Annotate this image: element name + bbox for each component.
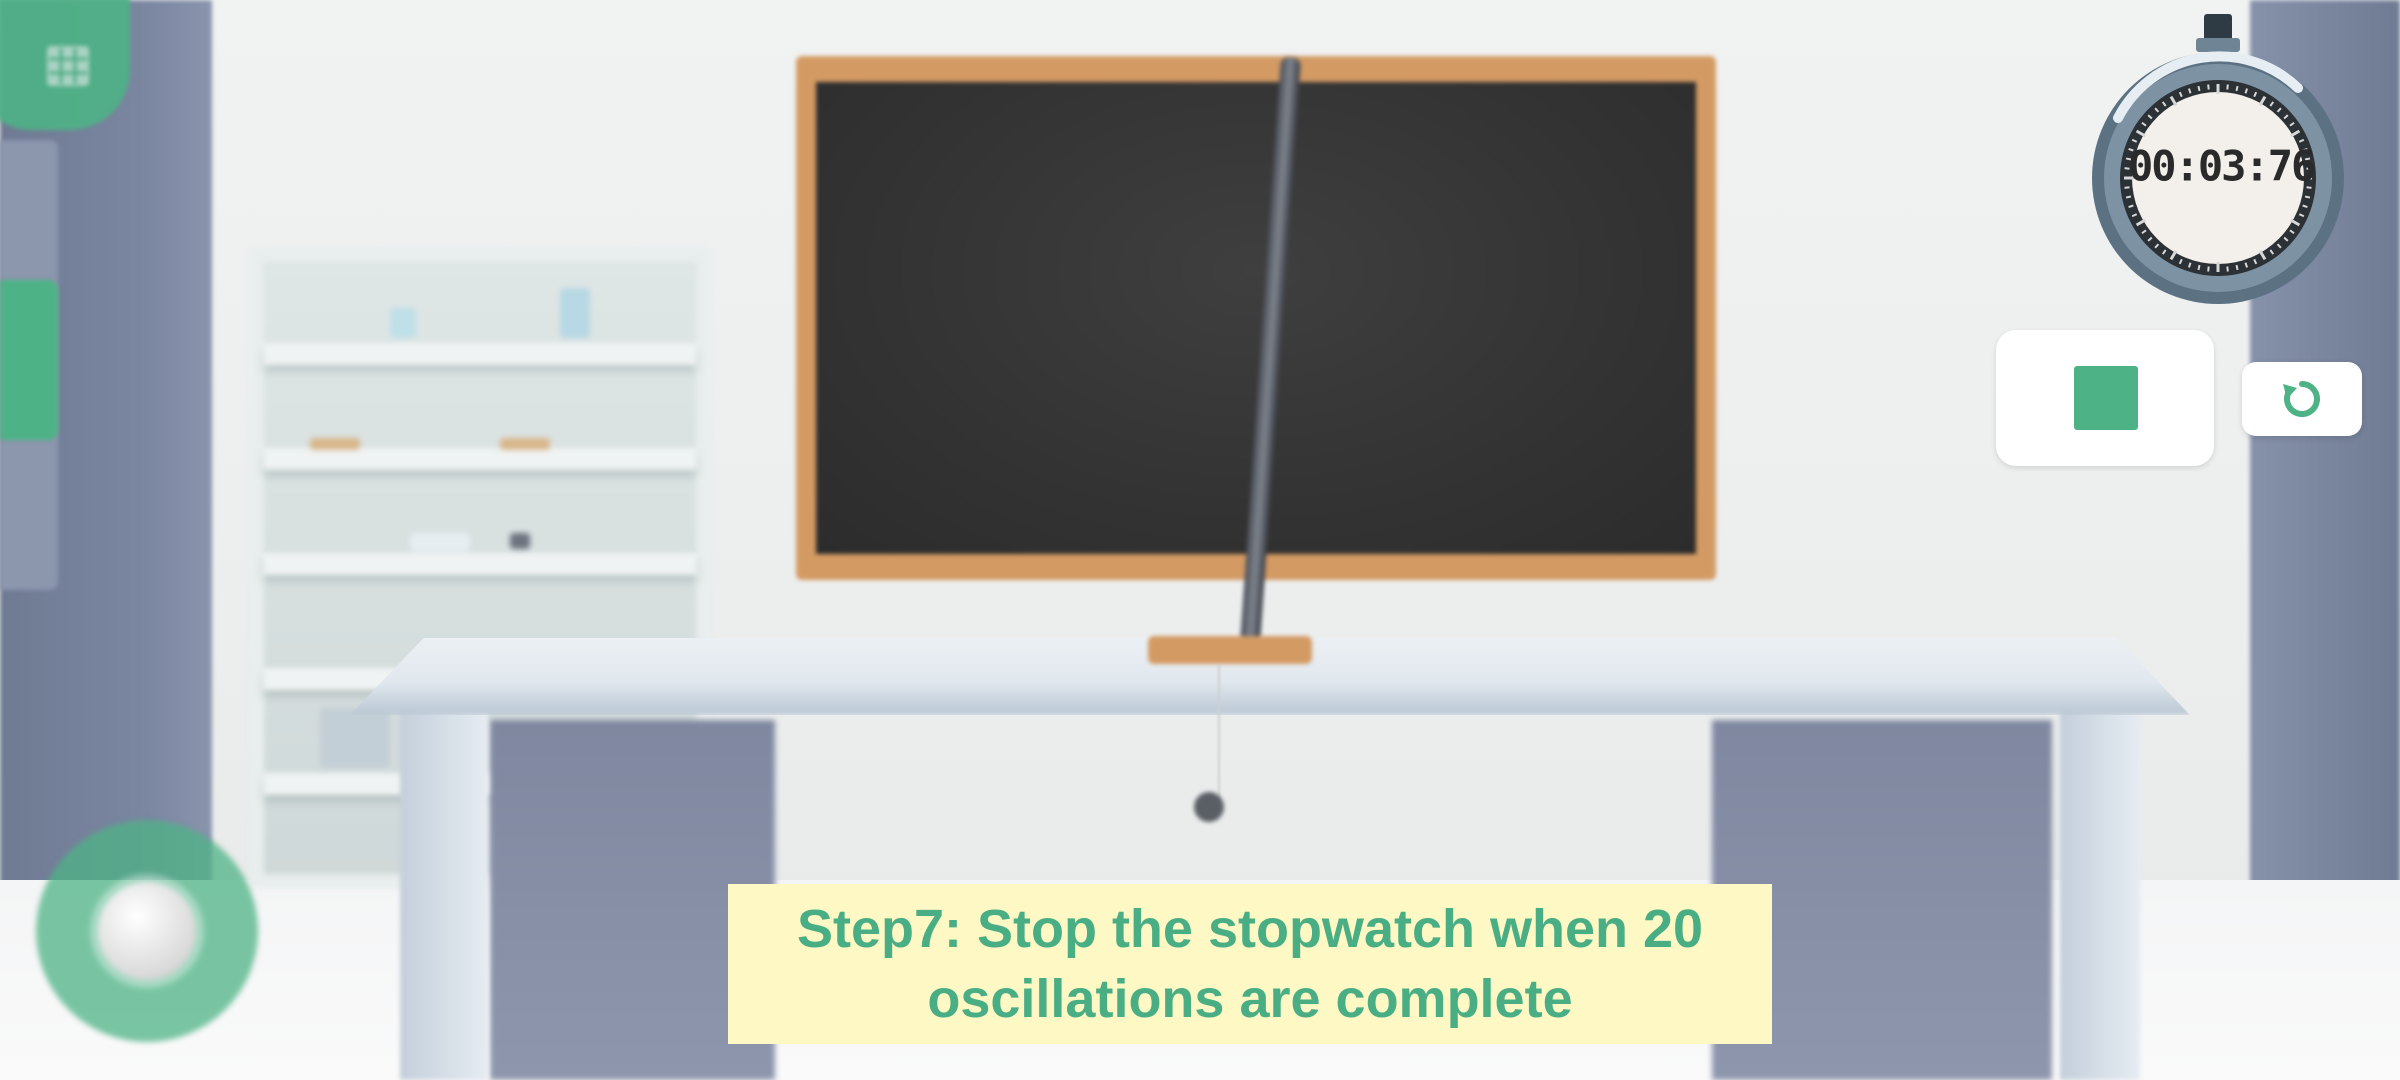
shelf-object: [510, 533, 530, 549]
stopwatch-time: 00:03:76: [2128, 141, 2316, 191]
stopwatch: 00:03:76: [2078, 8, 2358, 324]
shelf-bottle: [560, 288, 590, 338]
shelf-tray: [500, 438, 550, 450]
pendulum-string: [1218, 665, 1220, 805]
stop-button[interactable]: [1996, 330, 2214, 466]
side-panel-tab[interactable]: [0, 280, 58, 440]
reset-icon: [2283, 381, 2320, 417]
stop-square-icon: [2074, 366, 2138, 430]
shelf-bottle: [390, 308, 416, 338]
shelf-box: [410, 533, 470, 551]
movement-joystick[interactable]: [36, 820, 258, 1042]
shelf-container: [320, 708, 390, 768]
pendulum-bob[interactable]: [1194, 792, 1224, 822]
table-leg: [400, 705, 488, 1080]
menu-button[interactable]: [0, 0, 130, 130]
shelf-tray: [310, 438, 360, 450]
reset-button[interactable]: [2242, 362, 2362, 436]
instruction-banner: Step7: Stop the stopwatch when 20 oscill…: [728, 884, 1772, 1044]
shelf-plank: [264, 343, 696, 365]
stand-base: [1148, 636, 1312, 664]
table-leg: [2060, 705, 2140, 1080]
stopwatch-icon: [2092, 14, 2344, 304]
joystick-knob[interactable]: [98, 882, 196, 980]
shelf-plank: [264, 448, 696, 470]
table-cabinet-left: [490, 720, 775, 1080]
instruction-text: Step7: Stop the stopwatch when 20 oscill…: [796, 899, 1704, 1029]
shelf-plank: [264, 553, 696, 575]
grid-menu-icon: [47, 46, 89, 86]
